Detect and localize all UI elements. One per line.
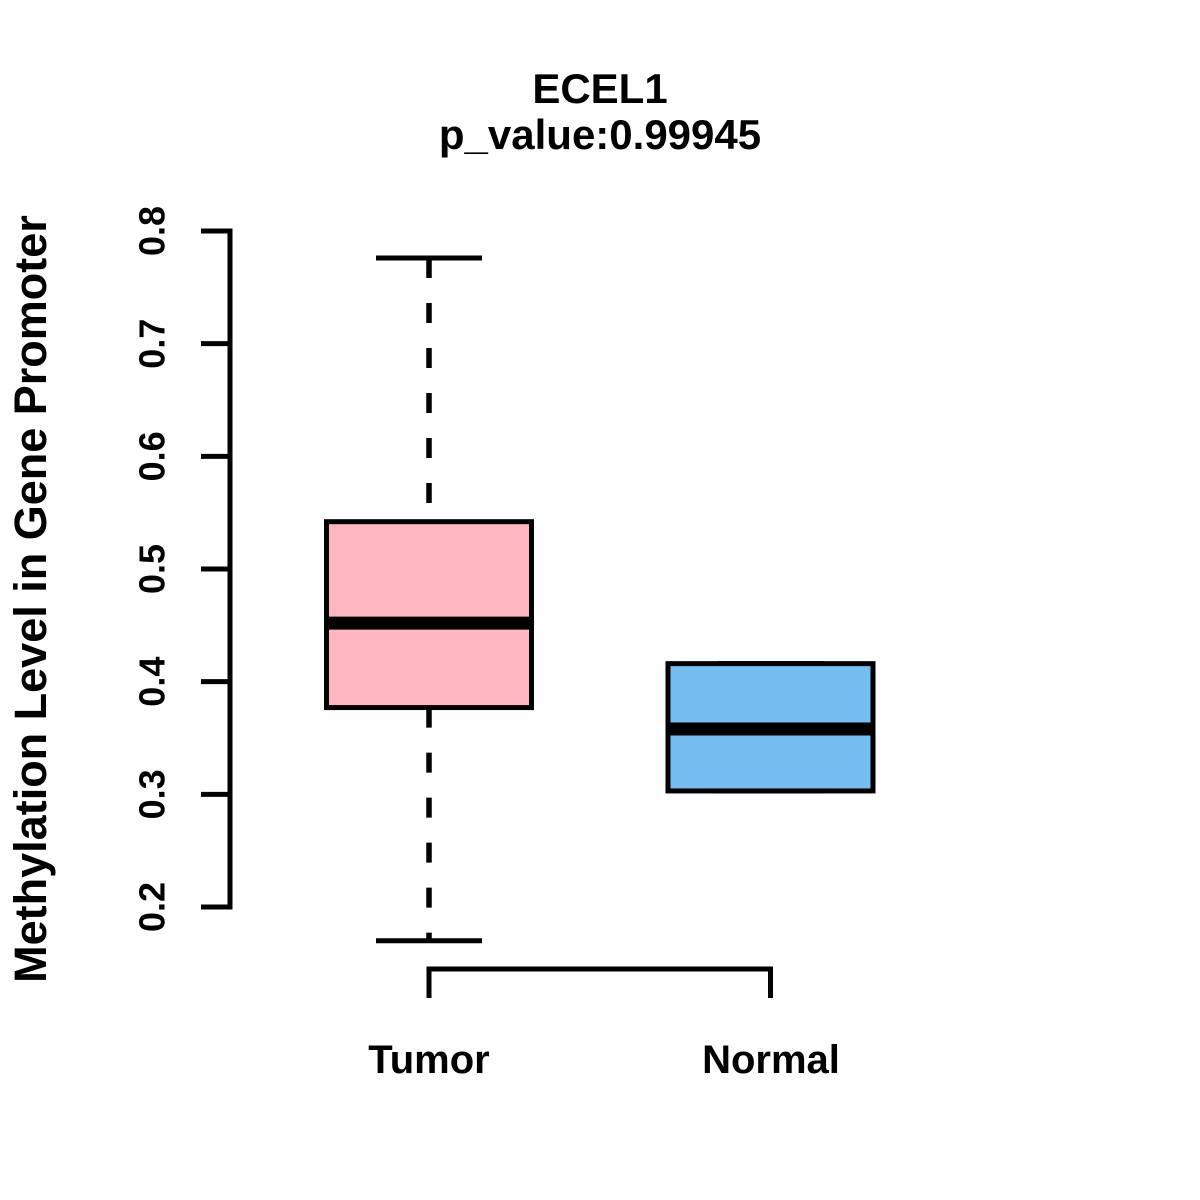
y-tick-label: 0.4 <box>132 657 173 707</box>
chart-title: ECEL1 <box>532 65 668 112</box>
x-category-label-tumor: Tumor <box>368 1038 490 1082</box>
y-tick-label: 0.3 <box>132 769 173 819</box>
x-axis-bracket <box>426 966 773 998</box>
y-tick-label: 0.8 <box>132 206 173 256</box>
y-tick-label: 0.6 <box>132 431 173 481</box>
y-tick-label: 0.7 <box>132 319 173 369</box>
y-axis-label: Methylation Level in Gene Promoter <box>5 215 56 983</box>
box-tumor <box>324 519 534 711</box>
y-tick-label: 0.5 <box>132 544 173 594</box>
chart-subtitle-pvalue: p_value:0.99945 <box>438 111 762 158</box>
chart-title-block: ECEL1 p_value:0.99945 <box>230 66 970 158</box>
x-category-label-normal: Normal <box>702 1038 840 1082</box>
y-tick-label: 0.2 <box>132 882 173 932</box>
